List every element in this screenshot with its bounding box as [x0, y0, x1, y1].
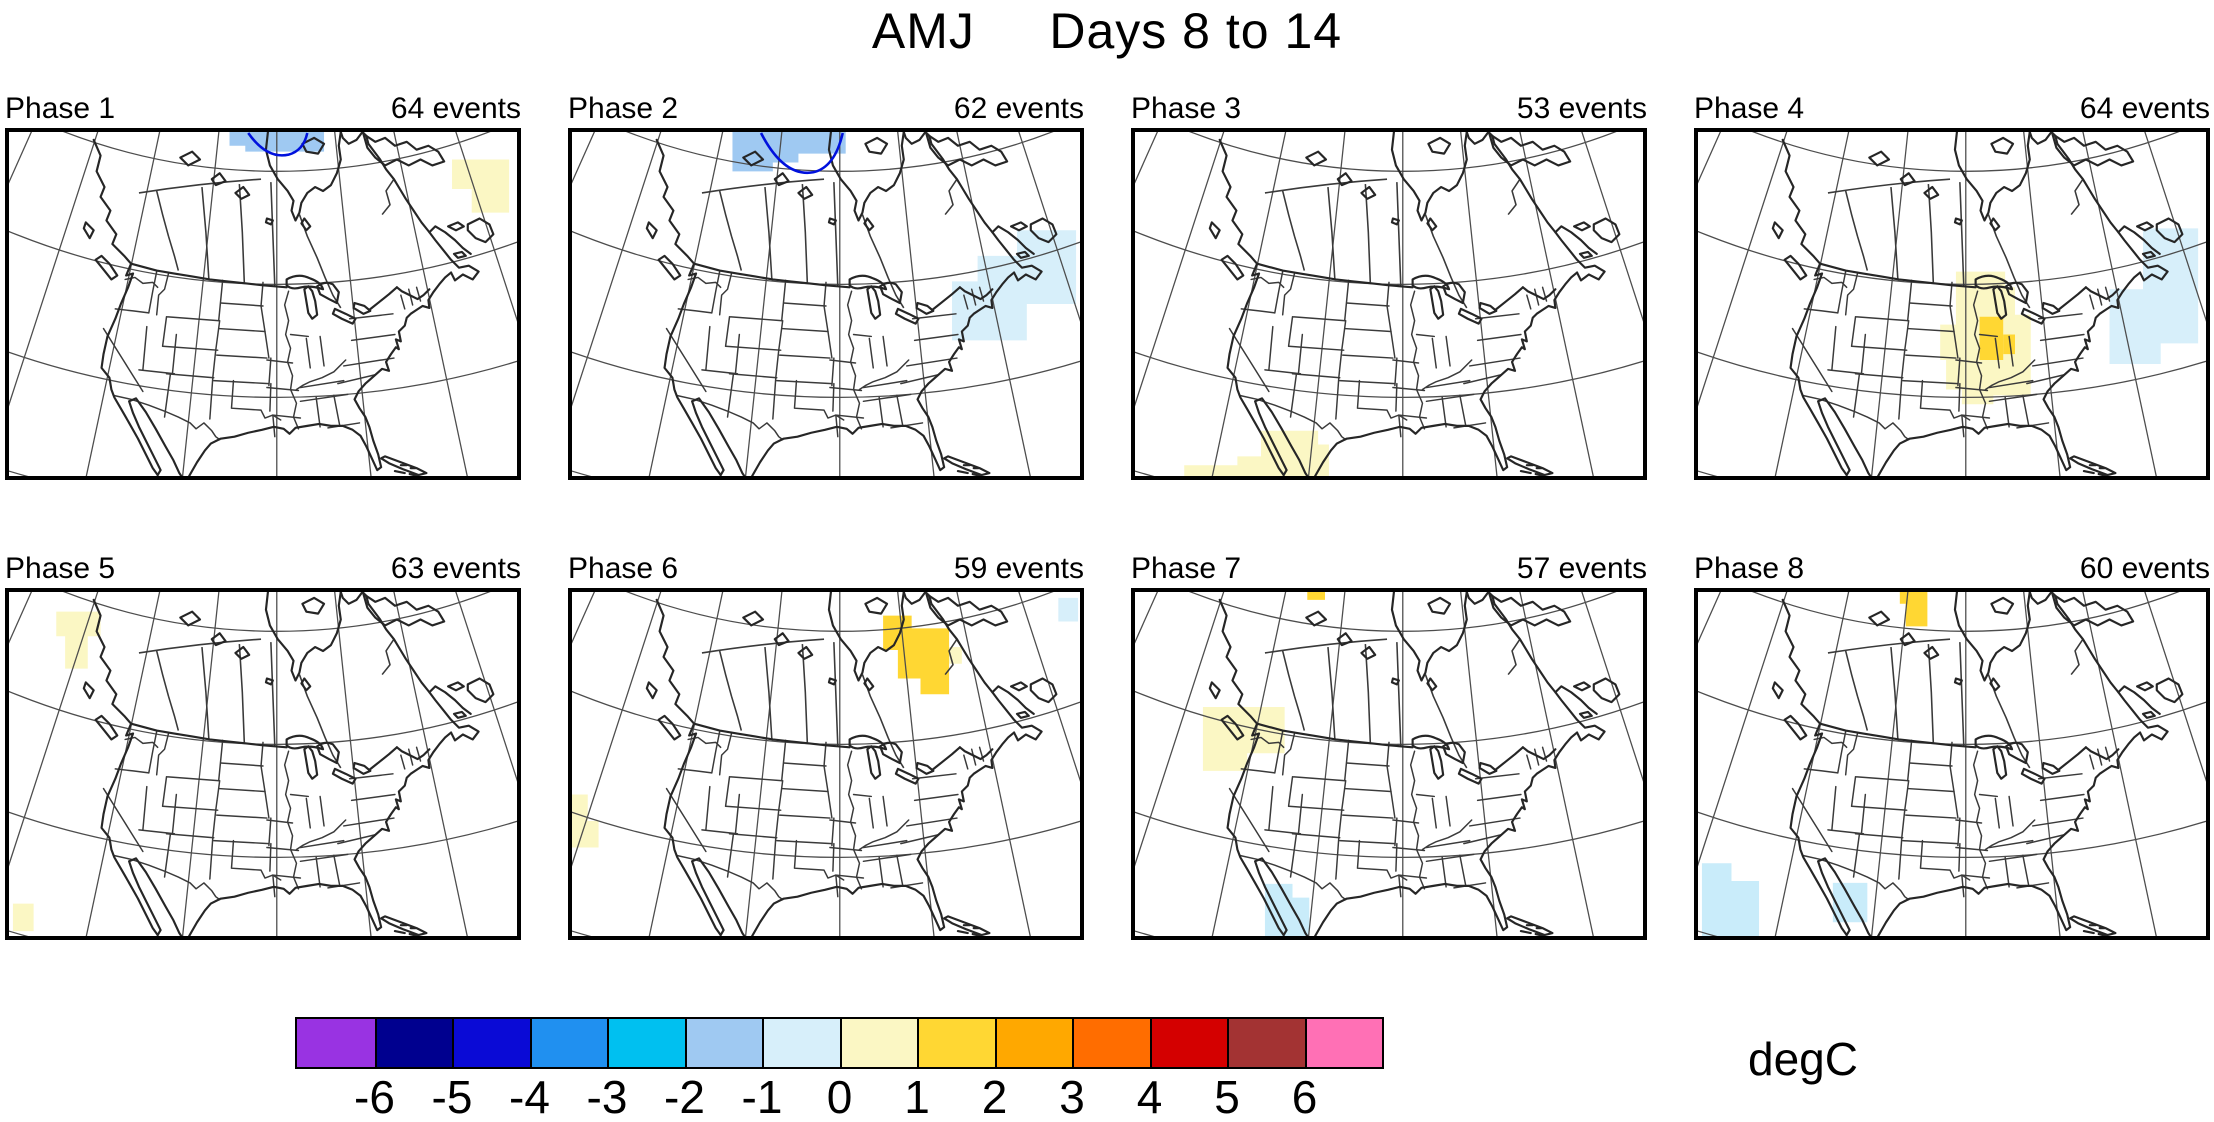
anomaly-patch: [883, 615, 950, 695]
anomaly-patch: [1202, 706, 1285, 771]
colorbar-tick: 2: [981, 1071, 1008, 1122]
phase-6-map: [572, 592, 1080, 936]
phase-label: Phase 5: [5, 552, 116, 585]
events-count-label: 62 events: [953, 92, 1084, 125]
phase-label: Phase 7: [1131, 552, 1242, 585]
colorbar-tick: 3: [1059, 1071, 1085, 1122]
phase-4-map: [1698, 132, 2206, 476]
phase-label: Phase 1: [5, 92, 116, 125]
basemap-use: [1698, 592, 2206, 936]
events-count-label: 57 events: [1516, 552, 1647, 585]
phase-5-map: [9, 592, 517, 936]
colorbar-tick: -2: [664, 1071, 705, 1122]
anomaly-contour: [247, 132, 309, 157]
phase-4-map-panel: [1694, 128, 2210, 480]
colorbar-unit-label: degC: [1748, 1033, 1858, 1085]
phase-8-map: [1698, 592, 2206, 936]
colorbar-tick: -4: [509, 1071, 550, 1122]
colorbar-cell: [1072, 1019, 1150, 1067]
panel-5-header: Phase 5 63 events: [5, 552, 521, 586]
phase-label: Phase 2: [568, 92, 679, 125]
phase-1-map-panel: [5, 128, 521, 480]
phase-5-map-panel: [5, 588, 521, 940]
colorbar-tick: -6: [354, 1071, 395, 1122]
basemap-use: [9, 132, 517, 476]
anomaly-patch: [2003, 334, 2016, 355]
phase-7-map: [1135, 592, 1643, 936]
colorbar-tick: 1: [904, 1071, 930, 1122]
colorbar-cell: [839, 1019, 917, 1067]
anomaly-patch: [1979, 316, 2004, 361]
phase-1-map: [9, 132, 517, 476]
colorbar-tick: 4: [1136, 1071, 1163, 1122]
phase-2-map: [572, 132, 1080, 476]
phase-3-map-panel: [1131, 128, 1647, 480]
colorbar-cell: [1149, 1019, 1227, 1067]
panel-6-header: Phase 6 59 events: [568, 552, 1084, 586]
colorbar-tick: -5: [431, 1071, 473, 1122]
colorbar-cell: [374, 1019, 452, 1067]
basemap-use: [1135, 132, 1643, 476]
colorbar-cell: [1227, 1019, 1305, 1067]
anomaly-contour: [759, 132, 844, 175]
anomaly-patch: [12, 903, 34, 932]
anomaly-patch: [1832, 882, 1868, 923]
events-count-label: 64 events: [390, 92, 521, 125]
panel-7-header: Phase 7 57 events: [1131, 552, 1647, 586]
colorbar-tick: 0: [826, 1071, 853, 1122]
anomaly-patch: [952, 230, 1077, 341]
phase-6-map-panel: [568, 588, 1084, 940]
colorbar-cell: [994, 1019, 1072, 1067]
panel-3-header: Phase 3 53 events: [1131, 92, 1647, 126]
phase-label: Phase 4: [1694, 92, 1805, 125]
events-count-label: 60 events: [2079, 552, 2210, 585]
panel-2-header: Phase 2 62 events: [568, 92, 1084, 126]
colorbar-cell: [297, 1019, 375, 1067]
colorbar-tick: 6: [1291, 1071, 1318, 1122]
anomaly-patch: [1701, 863, 1760, 936]
phase-3-map: [1135, 132, 1643, 476]
phase-7-map-panel: [1131, 588, 1647, 940]
phase-label: Phase 6: [568, 552, 679, 585]
colorbar-cell: [452, 1019, 530, 1067]
anomaly-patch: [2109, 228, 2199, 364]
phase-label: Phase 8: [1694, 552, 1805, 585]
colorbar-cell: [684, 1019, 762, 1067]
anomaly-patch: [1184, 430, 1329, 476]
events-count-label: 59 events: [953, 552, 1084, 585]
basemap-use: [572, 592, 1080, 936]
events-count-label: 64 events: [2079, 92, 2210, 125]
colorbar-tick: -3: [586, 1071, 628, 1122]
anomaly-patch: [572, 794, 599, 848]
phase-8-map-panel: [1694, 588, 2210, 940]
colorbar-cell: [917, 1019, 995, 1067]
anomaly-patch: [452, 159, 510, 213]
colorbar-cell: [762, 1019, 840, 1067]
panel-4-header: Phase 4 64 events: [1694, 92, 2210, 126]
phase-2-map-panel: [568, 128, 1084, 480]
anomaly-patch: [1307, 592, 1326, 600]
events-count-label: 53 events: [1516, 92, 1647, 125]
colorbar-cell: [529, 1019, 607, 1067]
colorbar-tick: -1: [741, 1071, 783, 1122]
anomaly-patch: [1058, 597, 1079, 622]
panel-8-header: Phase 8 60 events: [1694, 552, 2210, 586]
anomaly-patch: [1899, 592, 1928, 627]
figure-title: AMJ Days 8 to 14: [871, 3, 1343, 59]
anomaly-patch: [56, 611, 101, 669]
colorbar-cell: [1304, 1019, 1382, 1067]
panel-1-header: Phase 1 64 events: [5, 92, 521, 126]
events-count-label: 63 events: [390, 552, 521, 585]
phase-label: Phase 3: [1131, 92, 1242, 125]
colorbar-cell: [607, 1019, 685, 1067]
colorbar-tick: 5: [1214, 1071, 1240, 1122]
colorbar: [295, 1017, 1384, 1069]
